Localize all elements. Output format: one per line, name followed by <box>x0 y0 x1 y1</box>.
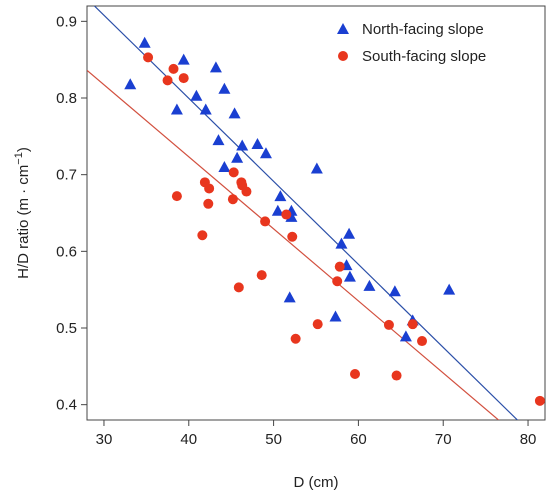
y-tick-label: 0.7 <box>56 167 77 184</box>
point-north <box>190 89 203 101</box>
point-north <box>231 151 244 163</box>
y-axis-title-main: H/D ratio (m · cm <box>15 165 32 279</box>
legend-entry-south: South-facing slope <box>338 48 486 65</box>
y-axis-title-superscript: −1 <box>13 152 25 165</box>
point-north <box>343 227 356 239</box>
point-north <box>310 162 323 174</box>
point-north <box>388 285 401 297</box>
point-south <box>227 194 238 205</box>
y-tick-label: 0.9 <box>56 13 77 30</box>
point-north <box>124 78 137 90</box>
point-north <box>228 107 241 119</box>
y-axis-title-close: ) <box>15 147 32 152</box>
x-tick-label: 70 <box>435 431 452 448</box>
x-axis: 30 40 50 60 70 80 <box>96 420 537 448</box>
fit-line-south <box>87 69 500 420</box>
point-south <box>332 276 343 287</box>
x-tick-label: 30 <box>96 431 113 448</box>
point-south <box>350 369 361 379</box>
point-south <box>204 183 215 194</box>
point-north <box>251 138 264 149</box>
point-north <box>209 61 222 73</box>
point-north <box>259 147 272 159</box>
x-tick-label: 40 <box>180 431 197 448</box>
fit-lines <box>87 6 519 420</box>
point-north <box>218 161 231 172</box>
x-axis-title: D (cm) <box>294 474 339 491</box>
point-south <box>228 167 239 178</box>
point-north <box>283 291 296 303</box>
point-south <box>417 336 428 347</box>
point-north <box>177 53 190 65</box>
point-south <box>203 198 214 209</box>
point-south <box>178 73 189 84</box>
fit-line-north <box>93 6 519 420</box>
point-south <box>197 230 208 241</box>
point-north <box>343 270 356 282</box>
point-north <box>399 330 412 342</box>
legend-label-north: North-facing slope <box>362 21 484 38</box>
point-south <box>162 75 173 86</box>
legend-marker-north <box>337 23 349 34</box>
point-north <box>138 36 151 48</box>
y-axis: 0.4 0.5 0.6 0.7 0.8 0.9 <box>56 13 87 414</box>
point-north <box>285 210 298 222</box>
y-tick-label: 0.4 <box>56 397 77 414</box>
point-south <box>233 282 244 293</box>
point-north <box>443 283 456 295</box>
point-south <box>168 63 179 74</box>
point-north <box>236 139 249 151</box>
point-south <box>281 209 292 220</box>
point-south <box>241 186 252 197</box>
point-north <box>335 237 348 249</box>
point-south <box>290 333 301 344</box>
point-south <box>256 270 267 281</box>
data-points <box>124 36 545 406</box>
legend-entry-north: North-facing slope <box>337 21 484 38</box>
legend: North-facing slope South-facing slope <box>337 21 486 65</box>
y-axis-title: H/D ratio (m · cm−1) <box>13 147 32 279</box>
x-tick-label: 60 <box>350 431 367 448</box>
legend-marker-south <box>338 51 348 61</box>
point-south <box>143 52 154 63</box>
point-north <box>329 310 342 322</box>
point-south <box>287 231 298 242</box>
point-south <box>260 216 271 227</box>
point-north <box>274 190 287 202</box>
point-south <box>383 319 394 330</box>
y-tick-label: 0.6 <box>56 243 77 260</box>
x-tick-label: 80 <box>520 431 537 448</box>
plot-frame <box>86 5 546 421</box>
legend-label-south: South-facing slope <box>362 48 486 65</box>
point-south <box>171 191 182 202</box>
x-tick-label: 50 <box>265 431 282 448</box>
point-south <box>391 370 402 381</box>
point-north <box>271 204 284 216</box>
point-south <box>407 319 418 330</box>
point-south <box>312 319 323 330</box>
point-north <box>199 103 212 115</box>
point-north <box>363 279 376 291</box>
point-north <box>218 82 231 94</box>
y-tick-label: 0.8 <box>56 90 77 107</box>
point-south <box>334 261 345 272</box>
y-tick-label: 0.5 <box>56 320 77 337</box>
point-south <box>534 395 545 406</box>
point-north <box>170 103 183 115</box>
point-north <box>212 134 225 146</box>
